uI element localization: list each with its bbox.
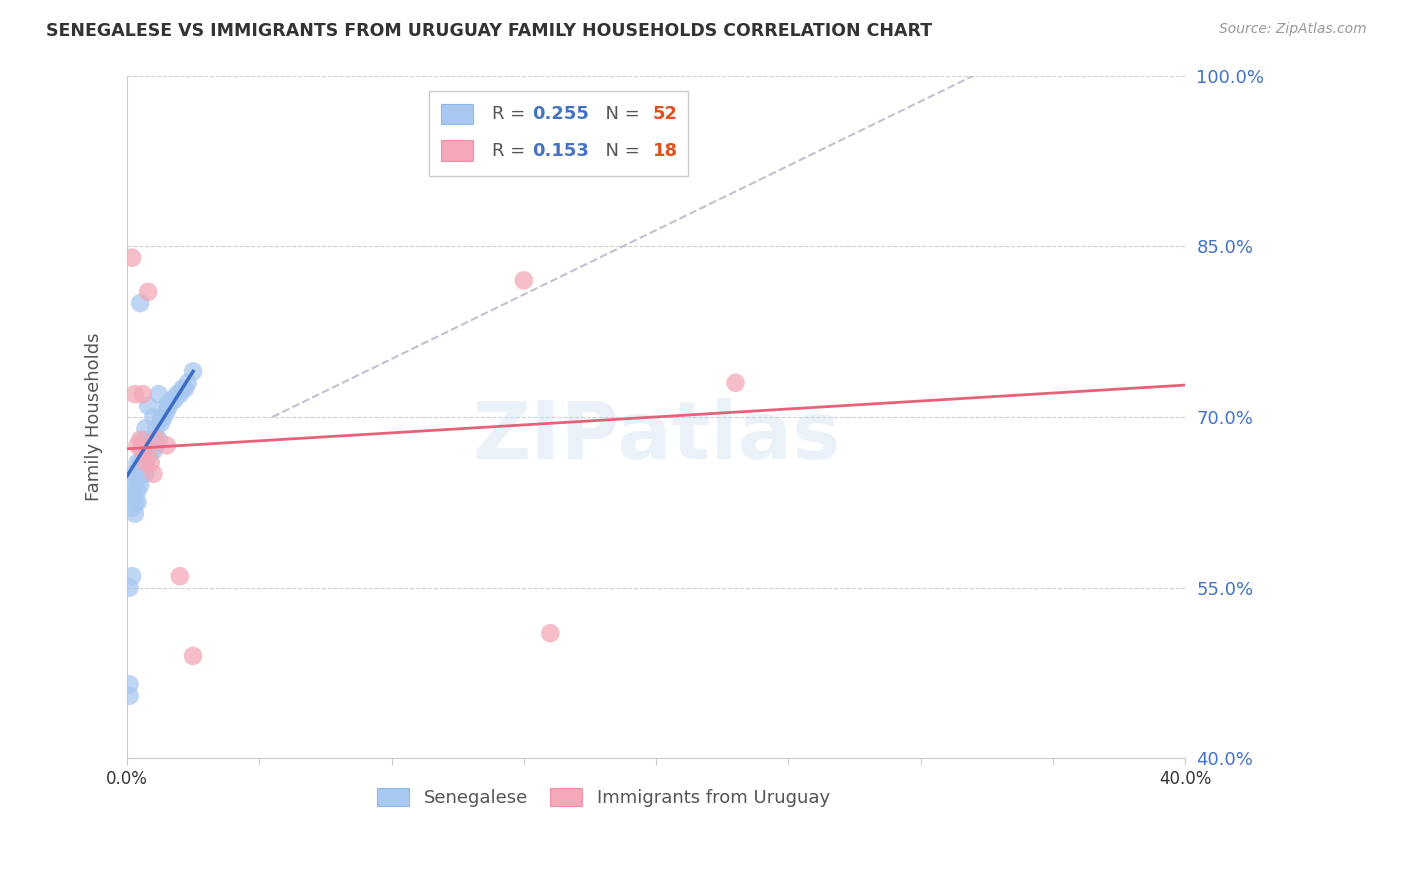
Point xyxy=(169,569,191,583)
Text: Source: ZipAtlas.com: Source: ZipAtlas.com xyxy=(1219,22,1367,37)
Point xyxy=(132,455,155,469)
Text: 0.255: 0.255 xyxy=(533,104,589,123)
Point xyxy=(127,483,149,498)
Point xyxy=(134,467,156,481)
Point xyxy=(132,467,155,481)
Point xyxy=(150,416,173,430)
Point xyxy=(121,569,143,583)
FancyBboxPatch shape xyxy=(441,103,472,124)
Point xyxy=(136,450,159,464)
Point xyxy=(118,689,141,703)
Point xyxy=(124,495,146,509)
Point xyxy=(134,450,156,464)
Point xyxy=(121,251,143,265)
Point xyxy=(150,409,173,424)
Point xyxy=(136,444,159,458)
Point xyxy=(134,455,156,469)
Point xyxy=(142,467,165,481)
Y-axis label: Family Households: Family Households xyxy=(86,333,103,501)
Point xyxy=(118,677,141,691)
Point xyxy=(118,581,141,595)
Point xyxy=(724,376,747,390)
Point xyxy=(538,626,561,640)
Text: 0.153: 0.153 xyxy=(533,142,589,160)
Point xyxy=(160,392,183,407)
Text: R =: R = xyxy=(492,142,531,160)
Point xyxy=(132,433,155,447)
Point xyxy=(132,461,155,475)
Point xyxy=(129,296,152,310)
Point xyxy=(142,433,165,447)
Point xyxy=(134,421,156,435)
Point xyxy=(124,387,146,401)
Point xyxy=(148,433,170,447)
Point xyxy=(155,399,177,413)
Text: N =: N = xyxy=(593,142,645,160)
Point xyxy=(127,473,149,487)
Point xyxy=(139,455,162,469)
FancyBboxPatch shape xyxy=(429,91,688,176)
Point xyxy=(132,444,155,458)
Text: 18: 18 xyxy=(652,142,678,160)
Point xyxy=(124,478,146,492)
Point xyxy=(132,387,155,401)
Point xyxy=(153,409,176,424)
Point xyxy=(124,507,146,521)
Point xyxy=(145,438,167,452)
Point xyxy=(129,455,152,469)
Point xyxy=(181,648,204,663)
Point xyxy=(127,438,149,452)
Point xyxy=(127,495,149,509)
Point xyxy=(129,467,152,481)
Point xyxy=(121,500,143,515)
Point xyxy=(136,399,159,413)
Point xyxy=(121,467,143,481)
Point xyxy=(181,364,204,378)
Text: 52: 52 xyxy=(652,104,678,123)
Point xyxy=(155,404,177,418)
Point xyxy=(121,483,143,498)
Text: SENEGALESE VS IMMIGRANTS FROM URUGUAY FAMILY HOUSEHOLDS CORRELATION CHART: SENEGALESE VS IMMIGRANTS FROM URUGUAY FA… xyxy=(46,22,932,40)
Point xyxy=(177,376,200,390)
Point xyxy=(148,387,170,401)
Point xyxy=(172,382,194,396)
Point xyxy=(142,409,165,424)
FancyBboxPatch shape xyxy=(441,140,472,161)
Text: ZIPatlas: ZIPatlas xyxy=(472,399,841,476)
Point xyxy=(129,478,152,492)
Point xyxy=(166,387,188,401)
Point xyxy=(513,273,536,287)
Point xyxy=(124,490,146,504)
Point xyxy=(127,455,149,469)
Point xyxy=(163,392,186,407)
Point xyxy=(139,433,162,447)
Point xyxy=(136,285,159,299)
Point xyxy=(136,444,159,458)
Point xyxy=(139,444,162,458)
Point xyxy=(142,444,165,458)
Text: R =: R = xyxy=(492,104,531,123)
Text: N =: N = xyxy=(593,104,645,123)
Point xyxy=(145,433,167,447)
Point xyxy=(174,382,197,396)
Point xyxy=(145,421,167,435)
Point xyxy=(169,387,191,401)
Point xyxy=(129,433,152,447)
Legend: Senegalese, Immigrants from Uruguay: Senegalese, Immigrants from Uruguay xyxy=(370,780,837,814)
Point xyxy=(155,438,177,452)
Point xyxy=(157,399,180,413)
